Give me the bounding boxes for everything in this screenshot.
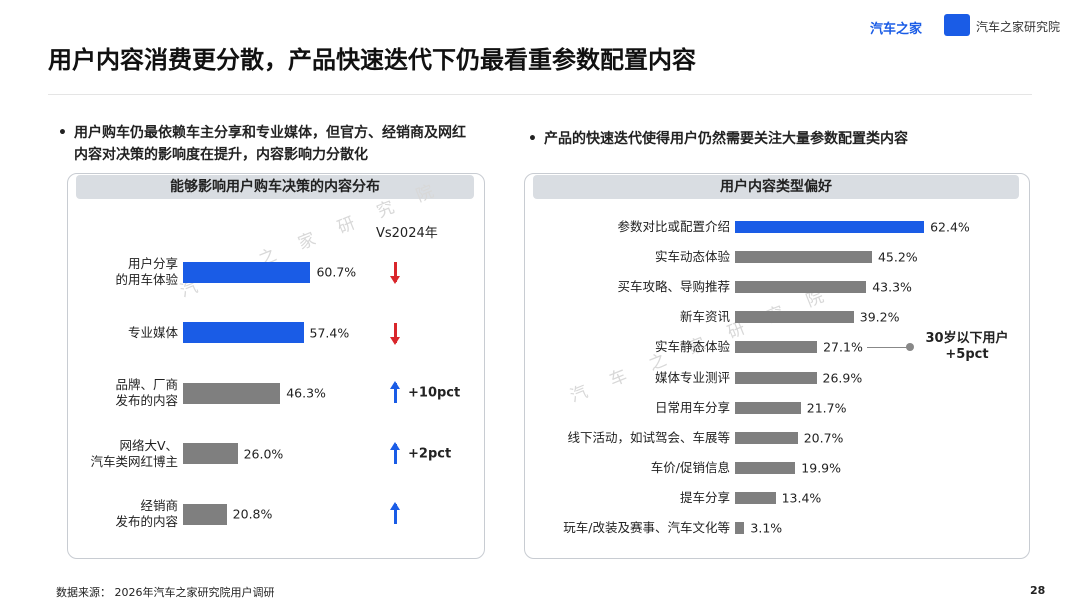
change-arrow-head (390, 336, 400, 345)
change-arrow-head (390, 441, 400, 450)
bar (735, 371, 817, 384)
panel-title: 用户内容类型偏好 (533, 175, 1019, 199)
category-label: 经销商 发布的内容 (115, 498, 178, 529)
change-arrow (394, 383, 397, 403)
category-label: 新车资讯 (679, 309, 730, 325)
change-arrow (394, 262, 397, 282)
change-arrow-head (390, 381, 400, 389)
bar (735, 401, 801, 414)
category-label: 参数对比或配置介绍 (617, 219, 730, 234)
annotation: 30岁以下用户 +5pct (925, 331, 1009, 363)
bar (735, 221, 925, 233)
change-arrow-head (390, 276, 400, 284)
bar (735, 522, 745, 534)
bullet: 产品的快速迭代使得用户仍然需要关注大量参数配置类内容 (528, 128, 984, 150)
category-label: 品牌、厂商 发布的内容 (115, 377, 178, 408)
value-label: 60.7% (316, 264, 357, 280)
value-label: 13.4% (781, 490, 822, 506)
category-label: 用户分享 的用车体验 (115, 256, 178, 287)
bar (735, 311, 854, 324)
category-label: 线下活动，如试驾会、车展等 (567, 429, 730, 445)
bar (183, 322, 304, 343)
bullet: 用户购车仍最依赖车主分享和专业媒体，但官方、经销商及网红内容对决策的影响度在提升… (58, 122, 474, 166)
source: 数据来源： 2026年汽车之家研究院用户调研 (56, 586, 275, 599)
value-label: 3.1% (750, 520, 783, 536)
page-number: 28 (1030, 584, 1046, 597)
category-label: 玩车/改装及赛事、汽车文化等 (563, 520, 730, 535)
logo: 汽车之家研究院 (976, 20, 1061, 34)
bar (183, 503, 227, 525)
change-label: +10pct (408, 385, 461, 401)
bar (735, 431, 798, 444)
logo-icon (944, 14, 970, 36)
value-label: 43.3% (872, 279, 912, 295)
change-arrow (394, 504, 397, 524)
bar (735, 491, 776, 504)
value-label: 26.9% (822, 370, 863, 385)
value-label: 57.4% (309, 325, 350, 340)
category-label: 买车攻略、导购推荐 (617, 279, 730, 295)
category-label: 网络大V、 汽车类网红博主 (90, 437, 178, 469)
value-label: 19.9% (801, 460, 842, 476)
value-label: 45.2% (877, 249, 918, 265)
value-label: 26.0% (243, 446, 284, 461)
bar (735, 341, 818, 354)
bar (735, 281, 867, 294)
change-label: +2pct (408, 446, 452, 461)
change-arrow (394, 443, 397, 464)
value-label: 20.8% (232, 506, 273, 522)
panel (524, 173, 1030, 559)
change-arrow (394, 322, 397, 343)
annotation-line (867, 347, 910, 349)
change-arrow-head (390, 502, 400, 510)
bar (183, 443, 238, 464)
category-label: 实车静态体验 (654, 339, 730, 355)
logo: 汽车之家 (870, 22, 923, 37)
category-label: 日常用车分享 (654, 399, 730, 415)
value-label: 27.1% (823, 339, 863, 355)
category-label: 专业媒体 (127, 324, 178, 340)
annotation-dot (906, 343, 914, 352)
divider (48, 94, 1032, 95)
category-label: 提车分享 (679, 489, 730, 505)
value-label: 62.4% (930, 219, 970, 235)
bar (735, 251, 872, 264)
value-label: 39.2% (859, 309, 900, 325)
bar (183, 261, 311, 283)
bar (735, 461, 796, 474)
category-label: 实车动态体验 (654, 249, 730, 265)
panel-title: 能够影响用户购车决策的内容分布 (76, 175, 474, 199)
panel (67, 173, 485, 559)
value-label: 21.7% (806, 400, 847, 416)
value-label: 46.3% (286, 385, 326, 401)
change-header: Vs2024年 (376, 226, 438, 241)
value-label: 20.7% (803, 430, 844, 446)
category-label: 车价/促销信息 (650, 459, 730, 475)
category-label: 媒体专业测评 (654, 369, 730, 385)
bar (183, 382, 281, 404)
slide-title: 用户内容消费更分散，产品快速迭代下仍最看重参数配置内容 (48, 46, 696, 74)
